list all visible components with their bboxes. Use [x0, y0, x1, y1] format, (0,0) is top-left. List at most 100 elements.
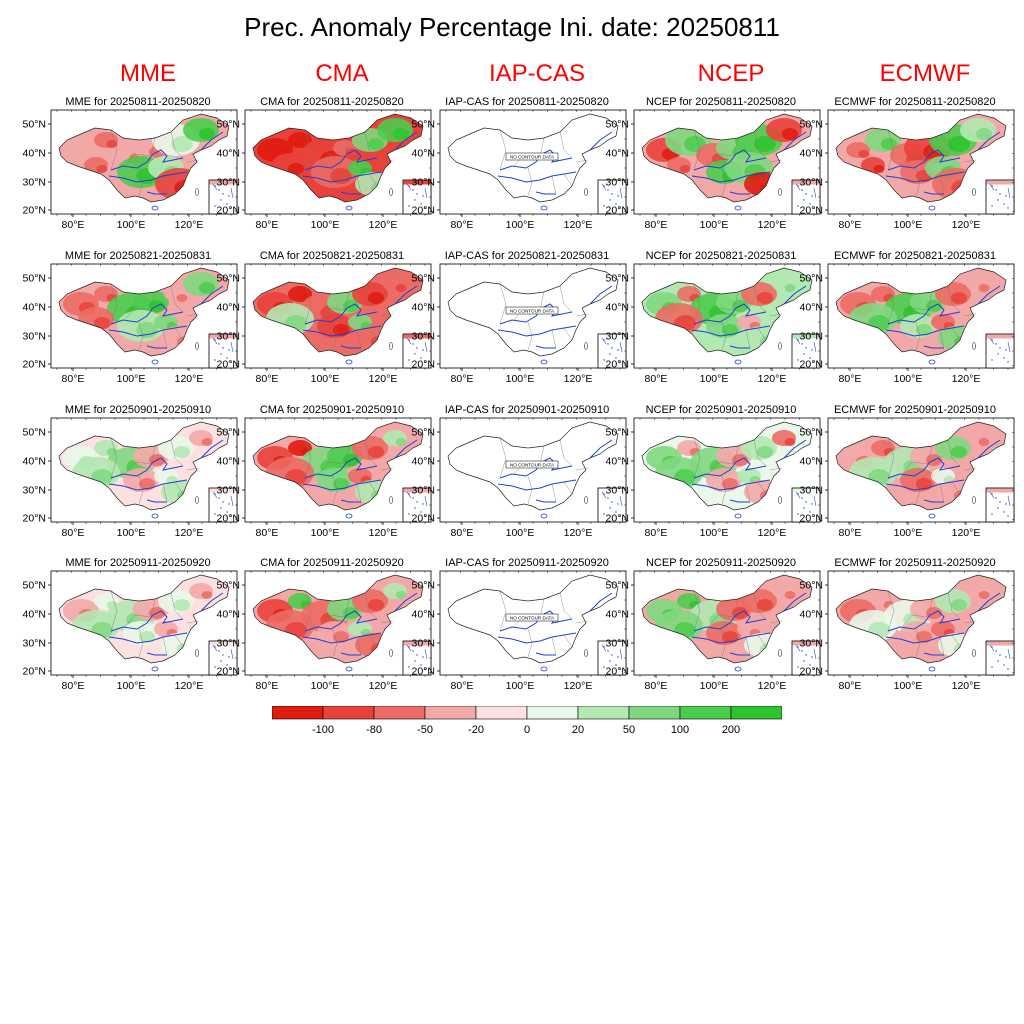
river — [146, 345, 167, 349]
province-border — [304, 283, 312, 325]
y-tick-label: 40°N — [23, 148, 46, 160]
province-border — [721, 321, 727, 351]
river — [885, 171, 965, 183]
province-border — [575, 467, 589, 471]
x-tick-label: 100°E — [894, 219, 923, 231]
no-contour-data-label: NO CONTOUR DATA — [505, 306, 559, 315]
south-china-sea-inset — [208, 333, 238, 369]
river — [691, 171, 771, 183]
river — [394, 439, 418, 459]
country-border — [252, 267, 424, 357]
map-panel-mme-2: MME for 20250821-20250831 50°N 40°N 30°N 20°… — [23, 250, 238, 385]
anomaly-core — [721, 478, 739, 490]
legend-swatch — [628, 706, 681, 720]
taiwan-island — [972, 496, 976, 504]
province-border — [901, 614, 929, 628]
map-svg: 50°N 40°N 30°N 20°N 80°E 100°E 120°E — [800, 263, 1015, 385]
map-panel-mme-4: MME for 20250911-20250920 50°N 40°N 30°N 20°… — [23, 557, 238, 692]
map-panel-ncep-4: NCEP for 20250911-20250920 50°N 40°N 30°N 20… — [606, 557, 821, 692]
y-tick-label: 20°N — [217, 205, 240, 217]
province-border — [559, 439, 573, 467]
hainan-island — [345, 666, 353, 672]
panel-title: ECMWF for 20250911-20250920 — [834, 557, 996, 569]
province-border — [380, 313, 394, 317]
south-china-sea-inset — [402, 179, 432, 215]
y-tick-label: 20°N — [800, 359, 823, 371]
model-header-ncep: NCEP — [697, 60, 765, 87]
province-border — [733, 291, 739, 311]
province-border — [186, 313, 200, 317]
taiwan-island — [389, 188, 393, 196]
y-tick-label: 50°N — [412, 427, 435, 439]
y-tick-label: 30°N — [606, 485, 629, 497]
province-border — [138, 167, 144, 197]
map-panel-ecmwf-1: ECMWF for 20250811-20250820 50°N 40°N 30°N 2… — [800, 96, 1015, 231]
country-border — [58, 113, 230, 203]
province-border — [124, 614, 152, 628]
y-tick-label: 40°N — [23, 609, 46, 621]
province-border — [527, 321, 533, 351]
map-svg: 50°N 40°N 30°N 20°N 80°E 100°E 120°E — [217, 109, 432, 231]
province-border — [769, 620, 783, 624]
province-border — [162, 636, 168, 656]
province-border — [721, 628, 727, 658]
y-tick-label: 40°N — [800, 456, 823, 468]
river — [693, 457, 767, 479]
river — [302, 479, 382, 491]
province-border — [769, 159, 783, 163]
province-border — [757, 173, 767, 187]
x-tick-label: 120°E — [564, 373, 593, 385]
y-tick-label: 40°N — [217, 456, 240, 468]
panel-title: IAP-CAS for 20250821-20250831 — [444, 250, 610, 262]
x-tick-label: 100°E — [700, 219, 729, 231]
legend-swatch — [679, 706, 732, 720]
province-border — [318, 614, 346, 628]
y-tick-label: 50°N — [606, 427, 629, 439]
province-border — [721, 475, 727, 505]
anomaly-core — [873, 165, 885, 173]
anomaly-core — [721, 324, 739, 336]
y-tick-label: 40°N — [606, 456, 629, 468]
hainan-island — [928, 359, 936, 365]
anomaly-core — [395, 438, 407, 446]
map-svg: NO CONTOUR DATA 50°N 40°N 30°N 20°N 80°E 100°E… — [412, 263, 627, 385]
river — [923, 499, 944, 503]
country-border — [835, 267, 1007, 357]
taiwan-island — [195, 188, 199, 196]
x-tick-label: 80°E — [645, 680, 668, 692]
y-tick-label: 20°N — [23, 513, 46, 525]
hainan-island — [734, 513, 742, 519]
province-border — [368, 634, 378, 648]
river — [108, 632, 188, 644]
river — [146, 652, 167, 656]
y-tick-label: 30°N — [800, 177, 823, 189]
map-frame — [439, 263, 627, 369]
province-border — [947, 592, 961, 620]
x-tick-label: 80°E — [451, 373, 474, 385]
taiwan-island — [972, 649, 976, 657]
y-tick-label: 30°N — [606, 177, 629, 189]
model-header-ecmwf: ECMWF — [879, 60, 971, 87]
y-tick-label: 50°N — [800, 273, 823, 285]
river — [589, 592, 613, 612]
country-border — [641, 574, 813, 664]
no-contour-data-label: NO CONTOUR DATA — [505, 613, 559, 622]
x-tick-label: 100°E — [506, 373, 535, 385]
province-border — [951, 634, 961, 648]
country-border — [835, 421, 1007, 511]
river — [729, 652, 750, 656]
river — [977, 592, 1001, 612]
y-tick-label: 40°N — [412, 456, 435, 468]
model-header-iap-cas: IAP-CAS — [488, 60, 586, 87]
x-tick-label: 80°E — [839, 373, 862, 385]
y-tick-label: 40°N — [606, 148, 629, 160]
province-border — [769, 467, 783, 471]
anomaly-core — [392, 128, 410, 140]
x-tick-label: 80°E — [645, 219, 668, 231]
south-china-sea-inset — [985, 333, 1015, 369]
y-tick-label: 50°N — [217, 273, 240, 285]
y-tick-label: 50°N — [23, 273, 46, 285]
taiwan-island — [584, 188, 588, 196]
y-tick-label: 20°N — [606, 359, 629, 371]
province-border — [575, 159, 589, 163]
